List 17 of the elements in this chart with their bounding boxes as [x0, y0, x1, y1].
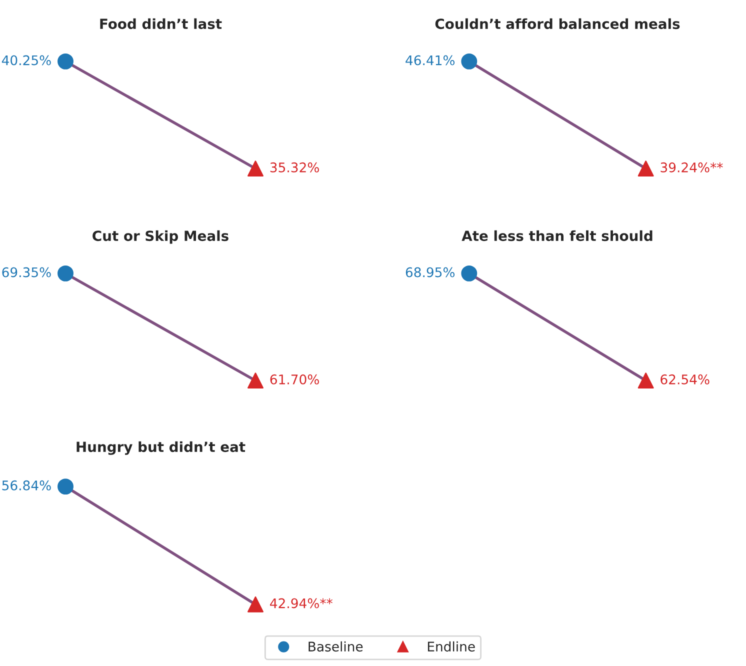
chart-title: Couldn’t afford balanced meals — [435, 18, 680, 30]
chart-title: Cut or Skip Meals — [92, 230, 228, 244]
data-label: 69.35% — [2, 267, 51, 278]
data-label: 42.94%** — [270, 598, 332, 608]
data-label: 35.32% — [270, 162, 319, 172]
data-label: 68.95% — [406, 267, 455, 278]
chart-title: Ate less than felt should — [462, 230, 652, 242]
data-label: 40.25% — [2, 55, 51, 66]
data-label: 61.70% — [270, 374, 319, 384]
category-label: Baseline — [308, 641, 363, 652]
category-label: Endline — [428, 641, 475, 652]
data-label: 39.24%** — [660, 162, 723, 172]
data-label: 56.84% — [2, 480, 51, 490]
data-label: 46.41% — [406, 55, 455, 66]
chart-title: Hungry but didn’t eat — [76, 441, 246, 455]
chart-title: Food didn’t last — [100, 18, 222, 30]
data-label: 62.54% — [660, 374, 710, 384]
